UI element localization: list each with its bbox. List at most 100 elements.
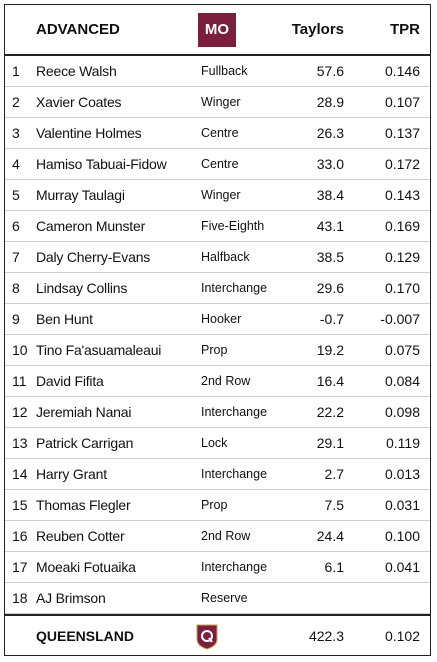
position: 2nd Row xyxy=(201,374,251,388)
team-badge: MO xyxy=(198,13,236,47)
row-number: 2 xyxy=(12,94,20,110)
row-number: 11 xyxy=(12,373,27,389)
player-name: Thomas Flegler xyxy=(36,497,131,513)
taylors: -0.7 xyxy=(319,311,344,327)
table-row: 16 Reuben Cotter 2nd Row 24.4 0.100 xyxy=(5,521,430,552)
taylors: 28.9 xyxy=(316,94,344,110)
table-row: 2 Xavier Coates Winger 28.9 0.107 xyxy=(5,87,430,118)
row-number: 14 xyxy=(12,466,28,482)
player-name: Harry Grant xyxy=(36,466,107,482)
position: Interchange xyxy=(201,281,268,295)
total-taylors: 422.3 xyxy=(308,628,344,644)
player-name: Xavier Coates xyxy=(36,94,122,110)
row-number: 5 xyxy=(12,187,20,203)
table-row: 18 AJ Brimson Reserve xyxy=(5,583,430,614)
table-row: 1 Reece Walsh Fullback 57.6 0.146 xyxy=(5,56,430,87)
tpr: -0.007 xyxy=(380,311,420,327)
table: ADVANCED MO Taylors TPR QUEENSLAND 422.3… xyxy=(4,4,431,656)
table-row: 9 Ben Hunt Hooker -0.7 -0.007 xyxy=(5,304,430,335)
column-header: Taylors xyxy=(291,21,344,38)
player-name: Hamiso Tabuai-Fidow xyxy=(36,156,167,172)
player-name: AJ Brimson xyxy=(36,590,106,606)
player-name: Murray Taulagi xyxy=(36,187,125,203)
player-name: David Fifita xyxy=(36,373,104,389)
taylors: 29.6 xyxy=(316,280,344,296)
row-number: 1 xyxy=(12,63,20,79)
position: Halfback xyxy=(201,250,250,264)
position: Interchange xyxy=(201,560,268,574)
player-name: Reuben Cotter xyxy=(36,528,125,544)
tpr: 0.084 xyxy=(384,373,420,389)
team-name: QUEENSLAND xyxy=(36,628,135,644)
position: Winger xyxy=(201,95,241,109)
tpr: 0.013 xyxy=(384,466,420,482)
taylors: 16.4 xyxy=(316,373,344,389)
player-name: Valentine Holmes xyxy=(36,125,142,141)
taylors: 24.4 xyxy=(316,528,344,544)
taylors: 6.1 xyxy=(324,559,344,575)
tpr: 0.031 xyxy=(384,497,420,513)
column-header: TPR xyxy=(390,21,420,38)
table-row: 8 Lindsay Collins Interchange 29.6 0.170 xyxy=(5,273,430,304)
tpr: 0.129 xyxy=(384,249,420,265)
taylors: 26.3 xyxy=(316,125,344,141)
row-number: 8 xyxy=(12,280,20,296)
table-row: 6 Cameron Munster Five-Eighth 43.1 0.169 xyxy=(5,211,430,242)
table-row: 17 Moeaki Fotuaika Interchange 6.1 0.041 xyxy=(5,552,430,583)
taylors: 22.2 xyxy=(316,404,344,420)
table-row: 14 Harry Grant Interchange 2.7 0.013 xyxy=(5,459,430,490)
position: Centre xyxy=(201,126,239,140)
tpr: 0.119 xyxy=(386,435,420,451)
taylors: 57.6 xyxy=(316,63,344,79)
player-name: Reece Walsh xyxy=(36,63,117,79)
row-number: 9 xyxy=(12,311,20,327)
taylors: 7.5 xyxy=(324,497,344,513)
position: Centre xyxy=(201,157,239,171)
table-row: 5 Murray Taulagi Winger 38.4 0.143 xyxy=(5,180,430,211)
position: Interchange xyxy=(201,467,268,481)
taylors: 38.5 xyxy=(316,249,344,265)
total-tpr: 0.102 xyxy=(384,628,420,644)
row-number: 18 xyxy=(12,590,28,606)
tpr: 0.146 xyxy=(384,63,420,79)
tpr: 0.100 xyxy=(384,528,420,544)
position: Five-Eighth xyxy=(201,219,265,233)
taylors: 19.2 xyxy=(316,342,344,358)
footer-row: QUEENSLAND 422.3 0.102 xyxy=(5,614,430,655)
table-row: 13 Patrick Carrigan Lock 29.1 0.119 xyxy=(5,428,430,459)
tpr: 0.170 xyxy=(384,280,420,296)
position: Interchange xyxy=(201,405,268,419)
player-name: Ben Hunt xyxy=(36,311,93,327)
title: ADVANCED xyxy=(36,21,120,38)
table-row: 3 Valentine Holmes Centre 26.3 0.137 xyxy=(5,118,430,149)
position: Winger xyxy=(201,188,241,202)
tpr: 0.169 xyxy=(384,218,420,234)
player-name: Patrick Carrigan xyxy=(36,435,134,451)
tpr: 0.172 xyxy=(384,156,420,172)
row-number: 3 xyxy=(12,125,20,141)
taylors: 38.4 xyxy=(316,187,344,203)
tpr: 0.143 xyxy=(384,187,420,203)
player-name: Jeremiah Nanai xyxy=(36,404,132,420)
tpr: 0.041 xyxy=(384,559,420,575)
row-number: 16 xyxy=(12,528,28,544)
tpr: 0.137 xyxy=(384,125,420,141)
tpr: 0.075 xyxy=(384,342,420,358)
taylors: 29.1 xyxy=(316,435,344,451)
taylors: 2.7 xyxy=(324,466,344,482)
position: Fullback xyxy=(201,64,248,78)
team-logo xyxy=(196,624,218,650)
table-row: 4 Hamiso Tabuai-Fidow Centre 33.0 0.172 xyxy=(5,149,430,180)
header-row: ADVANCED MO Taylors TPR xyxy=(5,5,430,56)
player-name: Daly Cherry-Evans xyxy=(36,249,151,265)
taylors: 33.0 xyxy=(316,156,344,172)
table-row: 12 Jeremiah Nanai Interchange 22.2 0.098 xyxy=(5,397,430,428)
row-number: 15 xyxy=(12,497,28,513)
table-row: 11 David Fifita 2nd Row 16.4 0.084 xyxy=(5,366,430,397)
position: Prop xyxy=(201,343,228,357)
player-name: Lindsay Collins xyxy=(36,280,128,296)
row-number: 13 xyxy=(12,435,28,451)
row-number: 6 xyxy=(12,218,20,234)
player-name: Tino Fa'asuamaleaui xyxy=(36,342,162,358)
